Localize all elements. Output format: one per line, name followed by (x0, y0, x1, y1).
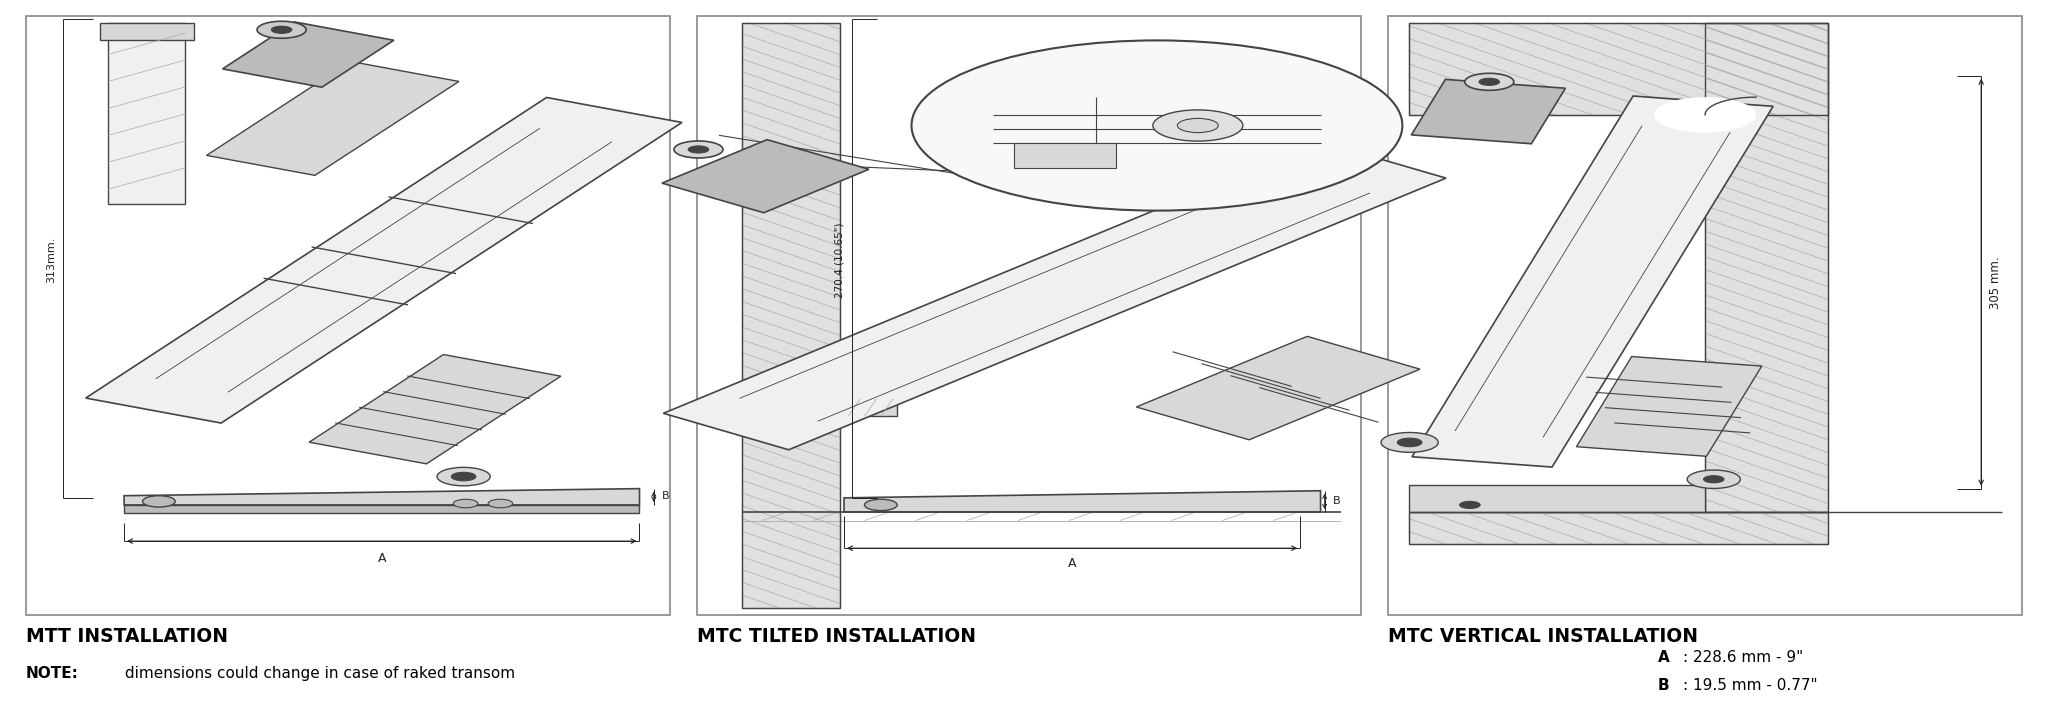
Text: B: B (1659, 679, 1669, 693)
Circle shape (1380, 432, 1438, 452)
Circle shape (1655, 97, 1757, 132)
Bar (1409, 23, 1827, 115)
Circle shape (453, 499, 477, 508)
Polygon shape (86, 98, 682, 423)
Circle shape (688, 146, 709, 153)
Text: 313mm.: 313mm. (47, 237, 57, 283)
Polygon shape (223, 22, 393, 87)
Text: 305 mm.: 305 mm. (1989, 256, 2003, 308)
Bar (696, 16, 1362, 615)
Bar (1409, 23, 1827, 115)
Bar (1389, 16, 2021, 615)
Bar (741, 23, 840, 608)
Circle shape (487, 499, 512, 508)
Text: B: B (1333, 496, 1341, 506)
Bar (741, 23, 840, 608)
Polygon shape (1014, 143, 1116, 168)
Polygon shape (844, 491, 1321, 512)
Bar (1706, 23, 1827, 512)
Bar (109, 23, 186, 204)
Polygon shape (207, 61, 459, 175)
Text: MTC VERTICAL INSTALLATION: MTC VERTICAL INSTALLATION (1389, 627, 1698, 646)
Bar (100, 23, 195, 41)
Polygon shape (1577, 357, 1761, 456)
Circle shape (1688, 470, 1741, 488)
Text: : 19.5 mm - 0.77": : 19.5 mm - 0.77" (1683, 679, 1817, 693)
Text: MTT INSTALLATION: MTT INSTALLATION (27, 627, 227, 646)
Polygon shape (1137, 336, 1419, 440)
Circle shape (1704, 476, 1724, 483)
Text: A: A (1067, 557, 1077, 570)
Text: NOTE:: NOTE: (27, 666, 78, 681)
Bar (1706, 23, 1827, 512)
Circle shape (1178, 118, 1219, 132)
Bar (1409, 512, 1827, 544)
Text: 270.4 (10.65"): 270.4 (10.65") (834, 223, 844, 298)
Polygon shape (309, 355, 561, 464)
Circle shape (911, 41, 1403, 211)
Text: A: A (1659, 650, 1669, 665)
Circle shape (1460, 501, 1481, 508)
Polygon shape (125, 488, 639, 505)
Polygon shape (1411, 80, 1565, 144)
Bar (1409, 485, 1706, 512)
Text: dimensions could change in case of raked transom: dimensions could change in case of raked… (121, 666, 516, 681)
Circle shape (258, 21, 305, 38)
Circle shape (1479, 78, 1499, 85)
Polygon shape (664, 142, 1446, 450)
Bar (27, 16, 670, 615)
Bar (1409, 512, 1827, 544)
Circle shape (1153, 110, 1243, 141)
Circle shape (270, 26, 291, 33)
Circle shape (674, 141, 723, 158)
Text: MTC TILTED INSTALLATION: MTC TILTED INSTALLATION (696, 627, 975, 646)
Circle shape (1464, 73, 1513, 90)
Polygon shape (125, 505, 639, 513)
Polygon shape (662, 140, 868, 213)
Circle shape (451, 472, 475, 481)
Text: : 228.6 mm - 9": : 228.6 mm - 9" (1683, 650, 1802, 665)
Circle shape (864, 499, 897, 511)
Text: A: A (377, 553, 387, 565)
Text: B: B (662, 491, 670, 501)
Circle shape (1397, 438, 1421, 446)
Bar (840, 399, 897, 417)
Polygon shape (1411, 96, 1774, 467)
Circle shape (436, 467, 489, 486)
Circle shape (143, 496, 176, 507)
